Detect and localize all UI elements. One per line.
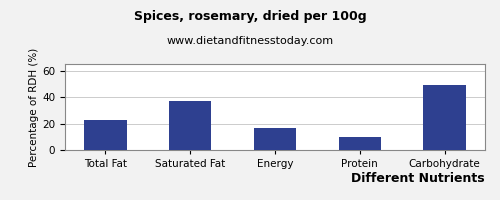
Text: Spices, rosemary, dried per 100g: Spices, rosemary, dried per 100g bbox=[134, 10, 366, 23]
Y-axis label: Percentage of RDH (%): Percentage of RDH (%) bbox=[30, 47, 40, 167]
Bar bbox=[169, 101, 212, 150]
Text: www.dietandfitnesstoday.com: www.dietandfitnesstoday.com bbox=[166, 36, 334, 46]
Bar bbox=[84, 120, 126, 150]
Bar bbox=[254, 128, 296, 150]
X-axis label: Different Nutrients: Different Nutrients bbox=[352, 172, 485, 185]
Bar bbox=[424, 85, 466, 150]
Bar bbox=[338, 137, 381, 150]
